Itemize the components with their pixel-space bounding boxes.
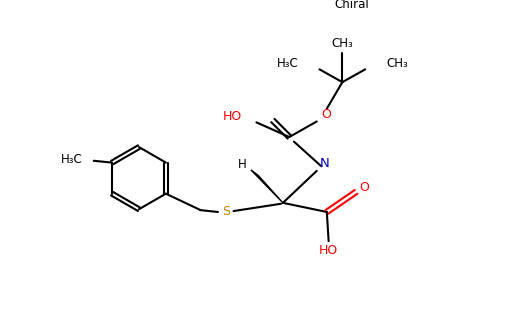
- Text: Chiral: Chiral: [334, 0, 369, 11]
- Text: HO: HO: [319, 244, 338, 257]
- Text: H₃C: H₃C: [61, 153, 83, 166]
- Text: H: H: [238, 158, 247, 171]
- Text: CH₃: CH₃: [331, 37, 353, 50]
- Text: HO: HO: [223, 110, 242, 123]
- Text: O: O: [321, 108, 331, 121]
- Polygon shape: [251, 170, 283, 203]
- Text: CH₃: CH₃: [386, 57, 408, 70]
- Text: S: S: [222, 205, 230, 218]
- Text: O: O: [359, 181, 369, 194]
- Text: H₃C: H₃C: [276, 57, 298, 70]
- Text: N: N: [320, 157, 330, 170]
